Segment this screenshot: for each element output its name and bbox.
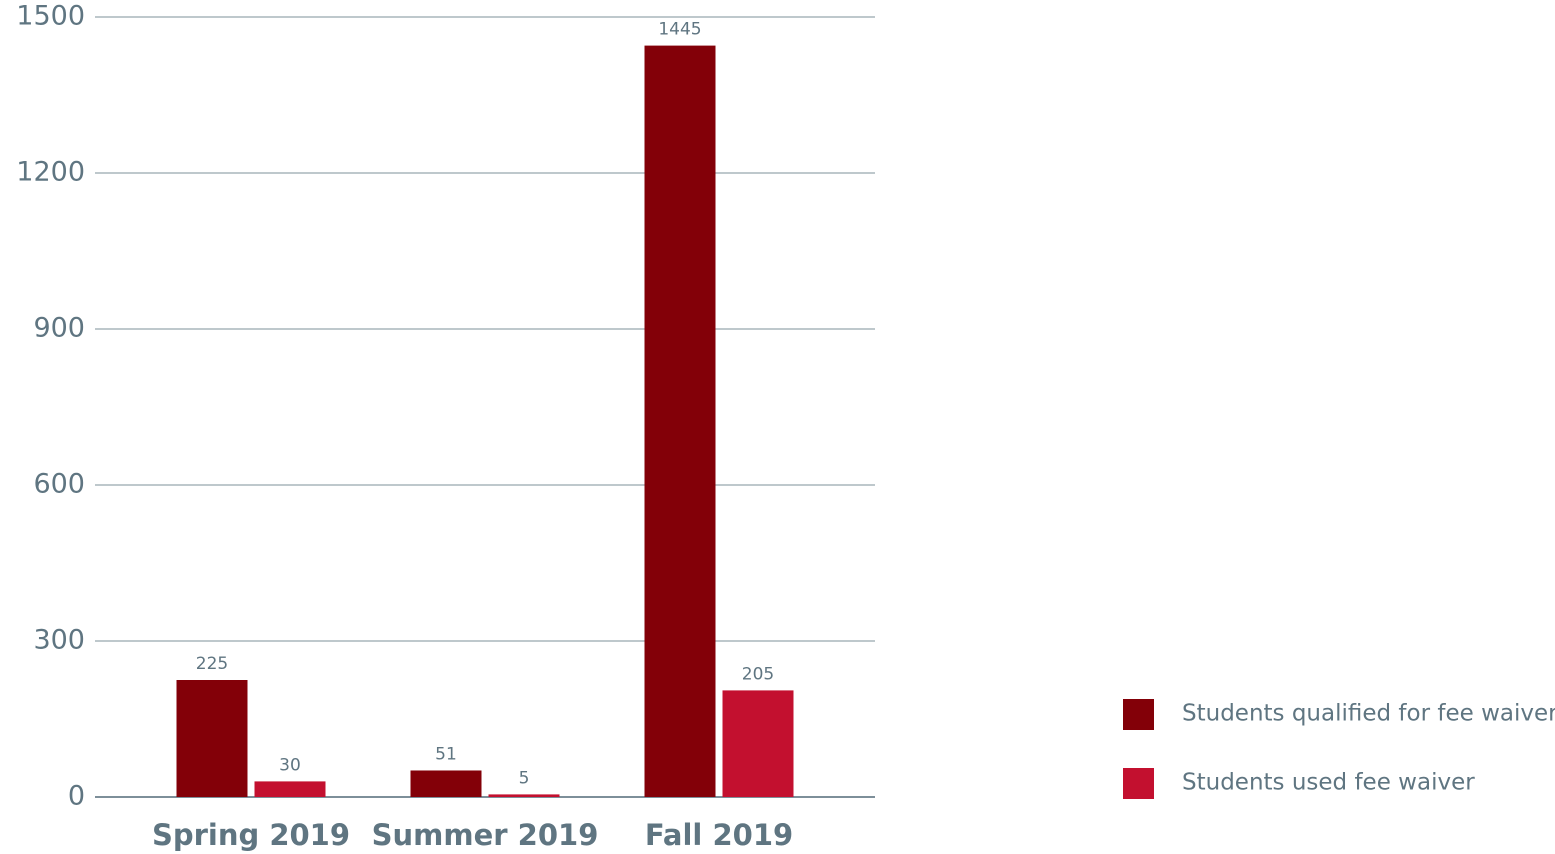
- x-tick-label: Summer 2019: [372, 818, 599, 852]
- bar: [254, 781, 326, 797]
- y-tick-label: 300: [33, 625, 85, 656]
- y-tick-label: 600: [33, 469, 85, 500]
- y-tick-label: 1500: [16, 1, 85, 32]
- bar: [722, 690, 794, 797]
- value-label: 5: [519, 768, 530, 788]
- x-tick-label: Fall 2019: [645, 818, 793, 852]
- y-tick-label: 900: [33, 313, 85, 344]
- y-tick-label: 1200: [16, 157, 85, 188]
- value-label: 51: [435, 744, 457, 764]
- bar: [176, 680, 248, 797]
- value-label: 205: [742, 664, 774, 684]
- bar: [410, 770, 482, 797]
- bar: [644, 45, 716, 798]
- legend-label: Students qualified for fee waiver: [1182, 701, 1555, 727]
- x-tick-label: Spring 2019: [152, 818, 350, 852]
- legend-label: Students used fee waiver: [1182, 770, 1475, 796]
- bar: [488, 794, 560, 797]
- y-tick-label: 0: [68, 781, 85, 812]
- value-label: 30: [279, 755, 301, 775]
- value-label: 225: [196, 654, 228, 674]
- legend-swatch: [1123, 699, 1154, 730]
- value-label: 1445: [658, 20, 701, 40]
- legend-swatch: [1123, 768, 1154, 799]
